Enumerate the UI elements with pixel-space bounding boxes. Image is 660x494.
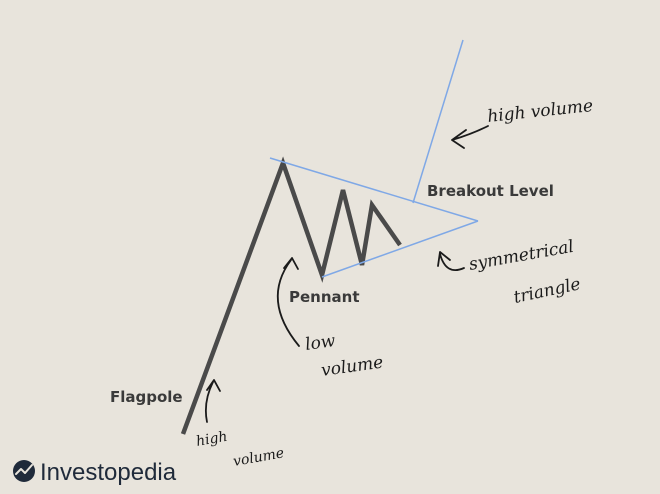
- pennant-note-line1: low: [304, 331, 337, 355]
- breakout-level-label: Breakout Level: [427, 182, 554, 200]
- price-line: [180, 156, 402, 435]
- triangle-note-line1: symmetrical: [467, 237, 575, 275]
- triangle-arrow-icon: [437, 251, 465, 272]
- pennant-note-line2: volume: [320, 352, 385, 380]
- flagpole-label: Flagpole: [110, 388, 183, 406]
- flagpole-arrow-icon: [204, 379, 221, 423]
- triangle-upper-line: [269, 157, 479, 222]
- pennant-arrow-icon: [276, 257, 300, 347]
- pennant-label: Pennant: [289, 288, 360, 306]
- flagpole-note-line1: high: [195, 429, 229, 450]
- breakout-line: [412, 39, 464, 204]
- brand-name: Investopedia: [40, 459, 177, 486]
- triangle-note-line2: triangle: [512, 274, 583, 308]
- triangle-lower-line: [321, 220, 479, 278]
- flagpole-note-line2: volume: [232, 445, 285, 470]
- investopedia-logo-icon: [13, 460, 35, 482]
- breakout-volume-arrow-icon: [451, 125, 489, 149]
- breakout-volume-note: high volume: [486, 96, 594, 127]
